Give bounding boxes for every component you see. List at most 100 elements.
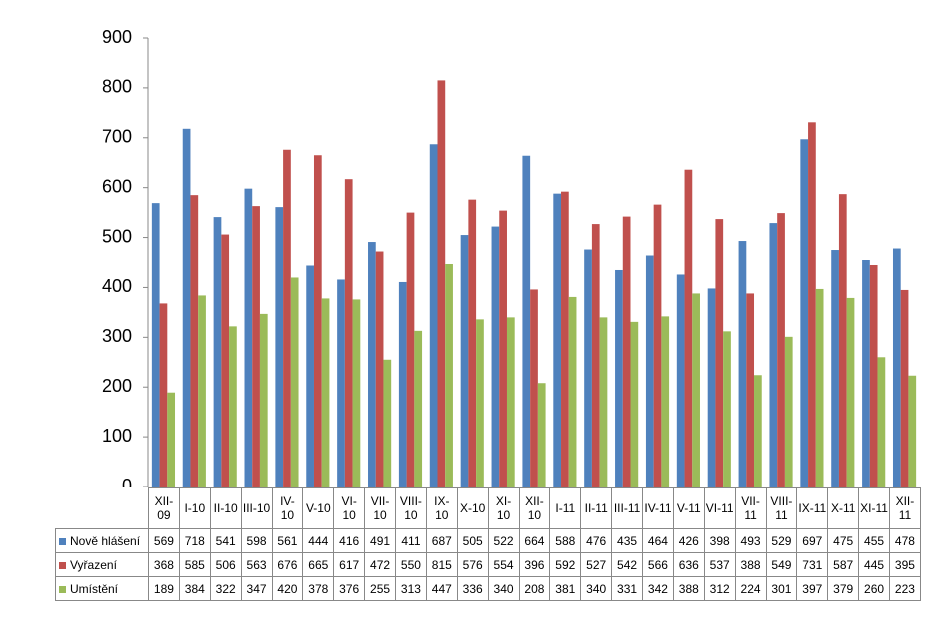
bar (869, 264, 878, 487)
table-value: 506 (209, 552, 242, 577)
table-value: 576 (456, 552, 489, 577)
bar (414, 330, 423, 487)
empty-cell (55, 487, 149, 529)
category-label: V-10 (302, 487, 335, 529)
bar (244, 188, 253, 487)
table-value: 815 (425, 552, 458, 577)
y-tick-label: 500 (102, 226, 132, 246)
table-value: 189 (148, 576, 180, 601)
table-value: 336 (456, 576, 489, 601)
bar (182, 128, 191, 487)
category-label: VII-10 (364, 487, 396, 529)
category-label: X-10 (456, 487, 489, 529)
table-value: 313 (395, 576, 427, 601)
table-value: 397 (796, 576, 829, 601)
bar (460, 235, 469, 487)
category-label: XII-10 (518, 487, 551, 529)
table-value: 718 (178, 528, 211, 553)
bar (221, 234, 230, 487)
table-value: 522 (487, 528, 520, 553)
bar (630, 321, 639, 487)
table-value: 472 (364, 552, 396, 577)
table-value: 447 (425, 576, 458, 601)
category-label: VIII-10 (395, 487, 427, 529)
bar (151, 203, 160, 487)
legend-swatch (59, 585, 66, 593)
bar (375, 251, 384, 487)
bar (846, 297, 855, 487)
bar (252, 206, 260, 487)
table-value: 260 (858, 576, 890, 601)
table-value: 561 (271, 528, 304, 553)
table-value: 255 (364, 576, 396, 601)
bar (290, 277, 299, 487)
table-value: 347 (240, 576, 273, 601)
legend-label: Nově hlášení (70, 533, 141, 548)
y-tick-label: 0 (122, 476, 132, 487)
data-table: XII-09 I-10 II-10 III-10 IV-10 V-10 VI-10 VII-1… (55, 487, 921, 601)
bar (908, 375, 917, 487)
bar (862, 260, 870, 487)
bar (661, 316, 670, 487)
table-value: 444 (302, 528, 335, 553)
table-value: 416 (333, 528, 366, 553)
table-value: 566 (642, 552, 674, 577)
bar (676, 274, 685, 487)
table-value: 398 (703, 528, 736, 553)
table-value: 664 (518, 528, 551, 553)
series-row: Nově hlášení 569 718 541 598 561 444 416 491 411 6… (55, 528, 921, 553)
category-label: III-10 (240, 487, 273, 529)
category-label: IX-11 (796, 487, 829, 529)
category-label: IX-10 (425, 487, 458, 529)
table-value: 687 (425, 528, 458, 553)
table-value: 529 (765, 528, 798, 553)
category-label: II-11 (580, 487, 613, 529)
bar (337, 279, 345, 487)
bar (723, 331, 731, 487)
table-value: 587 (827, 552, 860, 577)
bar (198, 295, 206, 487)
category-label: I-10 (178, 487, 211, 529)
table-value: 542 (611, 552, 643, 577)
bar (877, 357, 886, 487)
category-label: XI-10 (487, 487, 520, 529)
table-value: 388 (672, 576, 705, 601)
table-value: 384 (178, 576, 211, 601)
table-value: 381 (549, 576, 582, 601)
category-label: V-11 (672, 487, 705, 529)
bar (321, 298, 330, 487)
table-value: 368 (148, 552, 180, 577)
bar (537, 383, 546, 487)
bar (306, 265, 314, 487)
bar (715, 219, 724, 487)
table-value: 537 (703, 552, 736, 577)
table-value: 435 (611, 528, 643, 553)
table-value: 388 (734, 552, 767, 577)
table-value: 476 (580, 528, 613, 553)
bar (784, 336, 793, 487)
y-tick-label: 400 (102, 276, 132, 296)
series-row: Vyřazení 368 585 506 563 676 665 617 472 550 815 57… (55, 552, 921, 577)
table-value: 475 (827, 528, 860, 553)
legend-label: Vyřazení (70, 557, 117, 572)
table-value: 322 (209, 576, 242, 601)
table-value: 549 (765, 552, 798, 577)
table-value: 395 (889, 552, 921, 577)
series-row: Umístění 189 384 322 347 420 378 376 255 313 447 33… (55, 576, 921, 601)
table-value: 697 (796, 528, 829, 553)
bar (622, 216, 631, 487)
y-tick-label: 100 (102, 426, 132, 446)
bar (499, 210, 507, 487)
bar (445, 263, 453, 487)
table-value: 563 (240, 552, 273, 577)
table-value: 224 (734, 576, 767, 601)
table-value: 598 (240, 528, 273, 553)
bar (815, 288, 824, 487)
bar (190, 195, 199, 487)
table-value: 527 (580, 552, 613, 577)
table-value: 379 (827, 576, 860, 601)
category-label: XI-11 (858, 487, 890, 529)
bar (615, 269, 623, 487)
category-label: I-11 (549, 487, 582, 529)
table-value: 505 (456, 528, 489, 553)
